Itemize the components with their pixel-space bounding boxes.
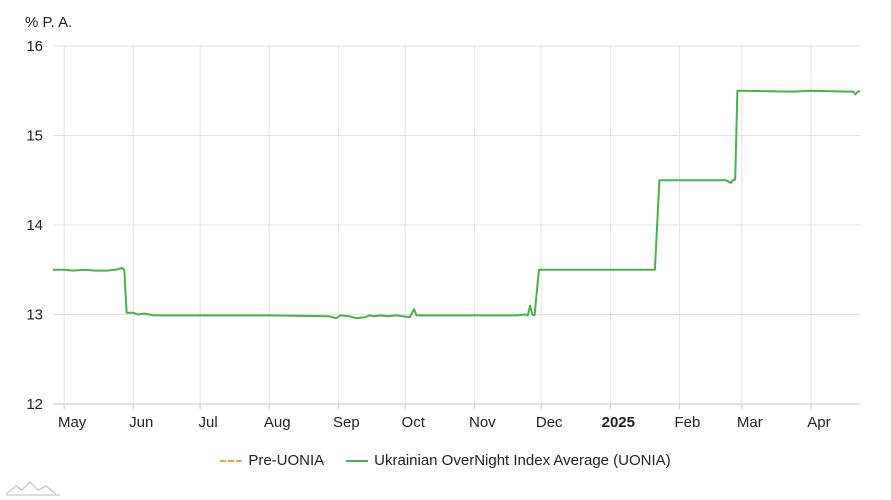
y-axis-ticks: 12 13 14 15 16	[26, 38, 43, 413]
series-line-1[interactable]	[53, 89, 861, 320]
x-tick-label: May	[58, 414, 87, 431]
legend-label-uonia: Ukrainian OverNight Index Average (UONIA…	[374, 452, 671, 469]
x-tick-label: Jun	[129, 414, 153, 431]
y-tick-label: 16	[26, 38, 43, 55]
chart: % P. A. 12 13 14 15 16 May Jun Jul Aug Sep Oct Nov…	[25, 14, 861, 431]
y-tick-label: 13	[26, 307, 43, 324]
y-tick-label: 15	[26, 128, 43, 145]
x-axis-ticks: May Jun Jul Aug Sep Oct Nov Dec 2025 Feb Mar Apr	[58, 414, 831, 431]
x-tick-label: Sep	[333, 414, 360, 431]
logo-icon	[5, 481, 60, 496]
x-tick-label: Dec	[536, 414, 563, 431]
y-gridlines	[53, 45, 860, 405]
y-tick-label: 12	[26, 396, 43, 413]
legend-item-uonia[interactable]: Ukrainian OverNight Index Average (UONIA…	[346, 452, 671, 469]
legend-swatch-uonia	[346, 459, 369, 462]
legend-item-pre-uonia[interactable]: Pre-UONIA	[220, 452, 324, 469]
x-tick-label: Feb	[674, 414, 700, 431]
legend: Pre-UONIA Ukrainian OverNight Index Aver…	[0, 452, 891, 469]
x-tick-label: Nov	[469, 414, 496, 431]
y-tick-label: 14	[26, 217, 43, 234]
x-gridlines	[63, 46, 812, 409]
x-tick-label: Aug	[264, 414, 291, 431]
x-tick-label: Jul	[199, 414, 218, 431]
legend-swatch-pre-uonia	[220, 459, 243, 462]
x-tick-label: 2025	[602, 414, 635, 431]
x-tick-label: Mar	[737, 414, 763, 431]
x-tick-label: Oct	[402, 414, 426, 431]
legend-label-pre-uonia: Pre-UONIA	[248, 452, 325, 469]
y-axis-unit-label: % P. A.	[25, 14, 72, 31]
x-tick-label: Apr	[807, 414, 830, 431]
series-group	[53, 89, 861, 320]
